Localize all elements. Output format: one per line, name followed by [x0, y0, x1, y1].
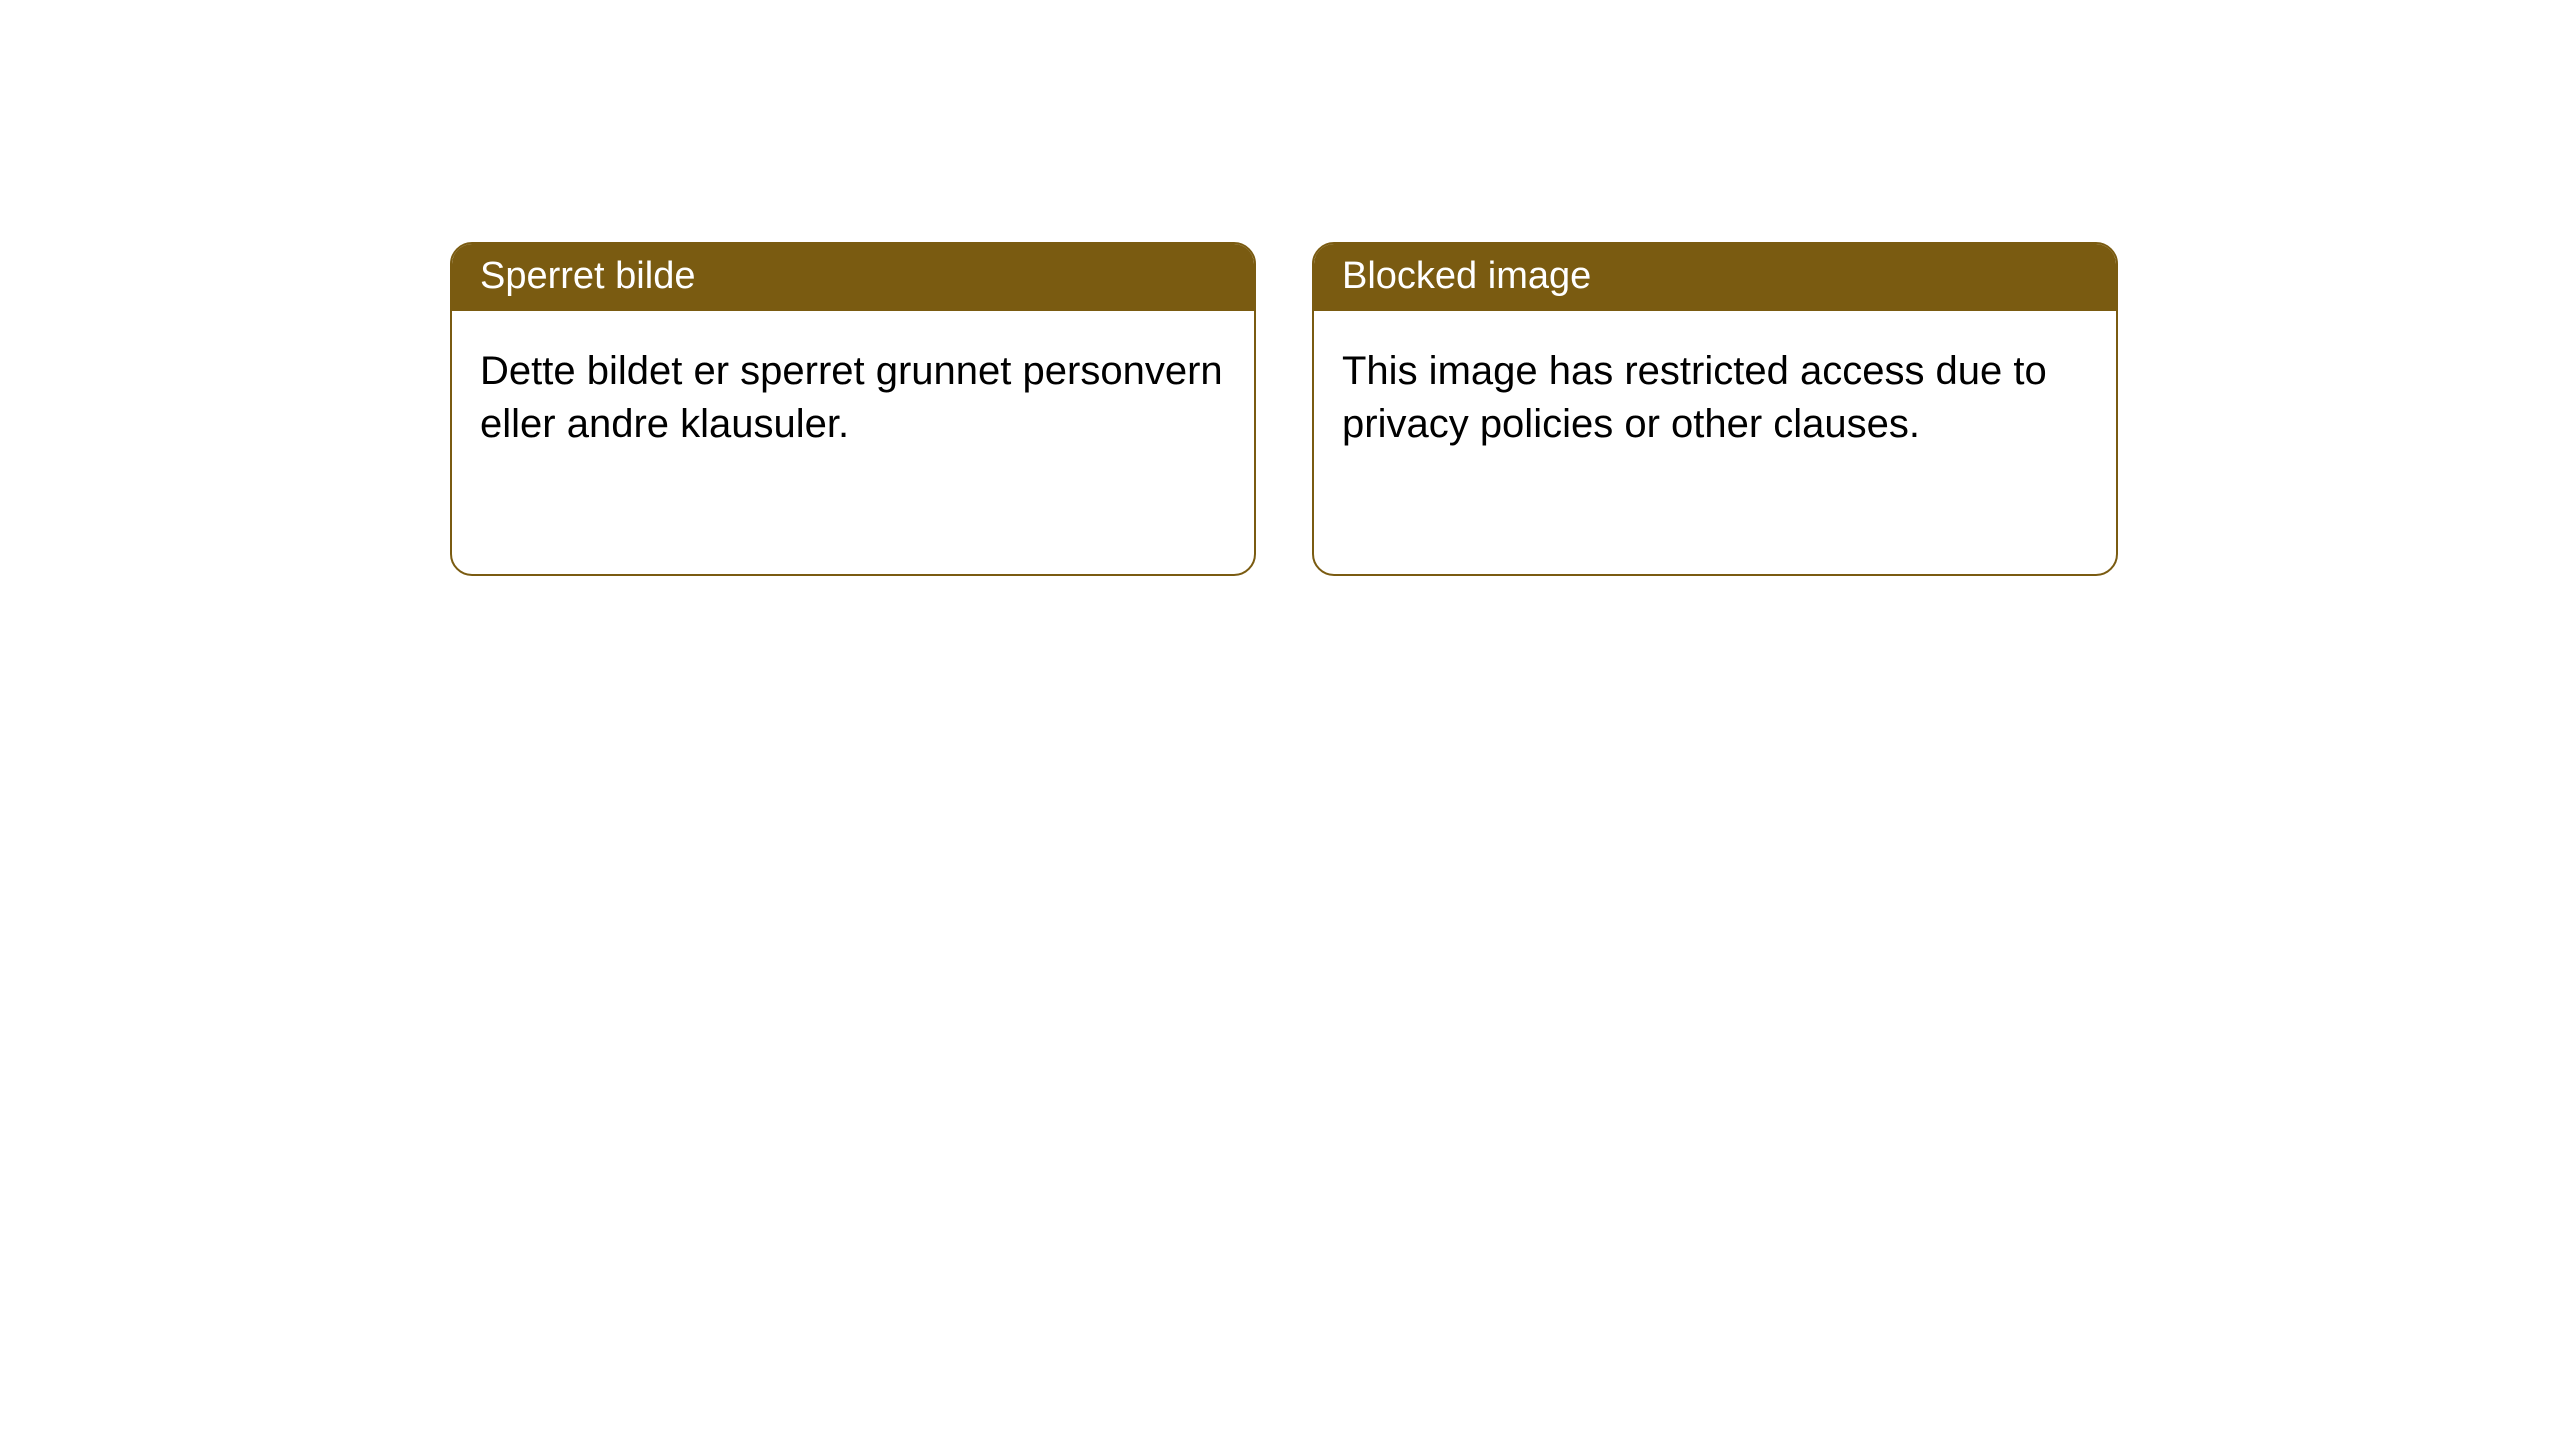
notice-container: Sperret bilde Dette bildet er sperret gr… — [0, 0, 2560, 576]
card-header: Blocked image — [1314, 244, 2116, 311]
card-body: This image has restricted access due to … — [1314, 311, 2116, 485]
notice-card-norwegian: Sperret bilde Dette bildet er sperret gr… — [450, 242, 1256, 576]
notice-card-english: Blocked image This image has restricted … — [1312, 242, 2118, 576]
card-title: Sperret bilde — [480, 255, 695, 297]
card-message: Dette bildet er sperret grunnet personve… — [480, 349, 1223, 446]
card-body: Dette bildet er sperret grunnet personve… — [452, 311, 1254, 485]
card-header: Sperret bilde — [452, 244, 1254, 311]
card-message: This image has restricted access due to … — [1342, 349, 2047, 446]
card-title: Blocked image — [1342, 255, 1591, 297]
